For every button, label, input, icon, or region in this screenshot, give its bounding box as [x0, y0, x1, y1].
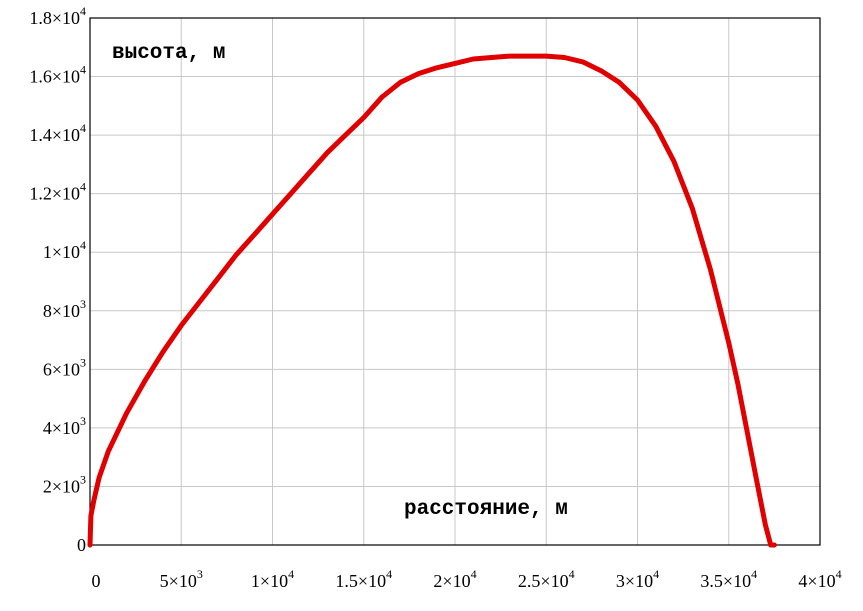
y-tick-label: 1.2×104 — [29, 180, 86, 204]
x-tick-label: 2.5×104 — [518, 567, 575, 591]
x-tick-label: 1.5×104 — [335, 567, 392, 591]
y-tick-label: 1.4×104 — [29, 121, 86, 145]
x-tick-label: 3.5×104 — [700, 567, 757, 591]
grid-lines — [90, 18, 820, 545]
x-tick-label: 2×104 — [433, 567, 476, 591]
y-annotation-label: высота, м — [112, 42, 225, 65]
y-tick-label: 1.6×104 — [29, 63, 86, 87]
x-tick-label: 1×104 — [251, 567, 294, 591]
x-tick-label: 5×103 — [160, 567, 203, 591]
trajectory-line — [87, 53, 777, 548]
x-tick-label: 0 — [92, 571, 101, 591]
x-tick-label: 4×104 — [798, 567, 841, 591]
y-tick-label: 8×103 — [43, 297, 86, 321]
y-tick-label: 6×103 — [43, 355, 86, 379]
y-axis-ticks: 0 2×103 4×103 6×103 8×103 1×104 1.2×104 1.4×104… — [29, 4, 86, 555]
y-tick-label: 0 — [77, 535, 86, 555]
plot-frame — [89, 17, 821, 546]
y-tick-label: 2×103 — [43, 472, 86, 496]
y-tick-label: 1.8×104 — [29, 4, 86, 28]
x-tick-label: 3×104 — [616, 567, 659, 591]
y-tick-label: 4×103 — [43, 414, 86, 438]
x-axis-ticks: 0 5×103 1×104 1.5×104 2×104 2.5×104 3×104 3.5×1… — [92, 567, 842, 591]
x-annotation-label: расстояние, м — [404, 498, 568, 521]
y-tick-label: 1×104 — [43, 238, 86, 262]
